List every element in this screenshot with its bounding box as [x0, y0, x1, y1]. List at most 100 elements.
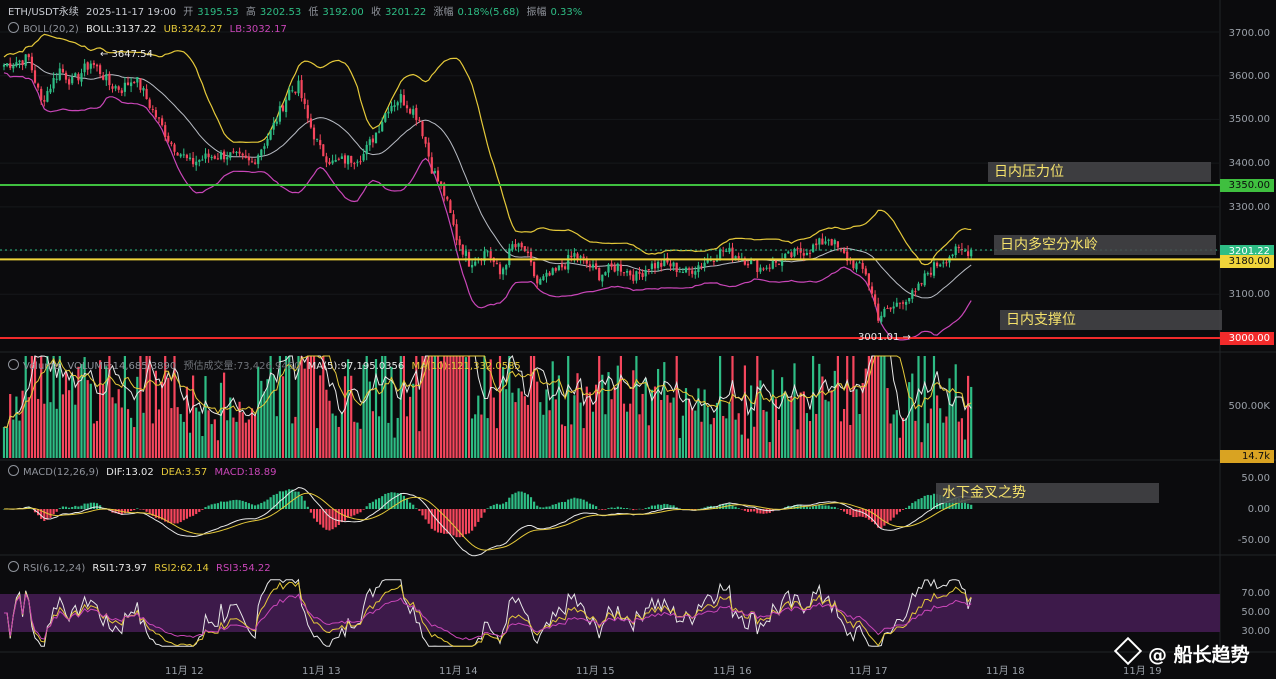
volume-bar [706, 407, 709, 458]
volume-bar [195, 407, 198, 458]
candle-body [787, 251, 790, 254]
volume-bar [2, 426, 6, 458]
macd-histogram-bar [316, 509, 319, 522]
candle-body [418, 119, 421, 121]
volume-bar [929, 408, 932, 458]
candle-body [719, 249, 722, 261]
resistance-note[interactable]: 日内压力位 [988, 162, 1211, 182]
candle-body [86, 62, 89, 70]
candle-body [963, 250, 967, 252]
x-tick: 11月 15 [576, 666, 615, 677]
volume-bar [852, 356, 855, 458]
eye-icon[interactable] [8, 561, 19, 572]
volume-bar [784, 391, 787, 458]
macd-histogram-bar [49, 509, 52, 518]
candle-body [216, 158, 219, 160]
macd-histogram-bar [967, 503, 970, 509]
volume-bar [74, 404, 77, 458]
candle-body [874, 294, 877, 305]
volume-bar [812, 356, 815, 458]
macd-histogram-bar [393, 492, 396, 509]
macd-histogram-bar [111, 509, 114, 513]
volume-bar [576, 373, 579, 458]
candle-body [715, 259, 719, 262]
macd-histogram-bar [443, 509, 446, 534]
macd-note[interactable]: 水下金叉之势 [936, 483, 1159, 503]
macd-histogram-bar [864, 509, 867, 518]
volume-bar [136, 376, 139, 458]
candle-body [83, 63, 86, 73]
volume-bar [247, 419, 250, 458]
macd-label[interactable]: MACD(12,26,9) [23, 467, 99, 478]
macd-histogram-bar [505, 501, 508, 509]
volume-bar [340, 411, 343, 458]
volume-bar [616, 365, 619, 458]
symbol-label[interactable]: ETH/USDT永续 [8, 7, 79, 18]
boll-label[interactable]: BOLL(20,2) [23, 24, 79, 35]
macd-histogram-bar [895, 509, 898, 515]
volume-bar [917, 356, 920, 458]
candle-body [43, 100, 46, 102]
rsi-header[interactable]: RSI(6,12,24) RSI1:73.97 RSI2:62.14 RSI3:… [8, 561, 275, 575]
candle-body [926, 273, 929, 275]
volume-bar [551, 361, 554, 458]
candle-body [663, 259, 666, 267]
macd-histogram-bar [923, 495, 926, 509]
macd-histogram-bar [957, 498, 960, 509]
macd-tick: -50.00 [1237, 535, 1270, 546]
volume-bar [68, 390, 71, 458]
candle-body [188, 157, 192, 160]
pivot-note[interactable]: 日内多空分水岭 [994, 235, 1216, 255]
candle-body [489, 251, 492, 259]
candle-body [2, 64, 6, 67]
eye-icon[interactable] [8, 359, 19, 370]
boll-header[interactable]: BOLL(20,2) BOLL:3137.22 UB:3242.27 LB:30… [8, 22, 291, 36]
eye-icon[interactable] [8, 465, 19, 476]
volume-bar [95, 420, 99, 458]
volume-bar [539, 402, 542, 458]
eye-icon[interactable] [8, 22, 19, 33]
macd-histogram-bar [660, 504, 663, 509]
volume-header[interactable]: Volume VOLUME:14,685.3890 预估成交量:73,426.9… [8, 359, 525, 373]
volume-bar [412, 383, 415, 458]
macd-histogram-bar [61, 506, 64, 509]
candle-body [474, 261, 477, 266]
volume-bar [833, 370, 836, 458]
candle-body [970, 250, 973, 257]
candle-body [207, 153, 210, 158]
volume-bar [443, 356, 446, 458]
candle-body [960, 248, 963, 250]
candle-body [657, 261, 660, 269]
macd-histogram-bar [610, 507, 613, 509]
volume-label[interactable]: Volume [23, 361, 61, 372]
volume-bar [52, 356, 55, 458]
volume-bar [167, 377, 170, 458]
candle-body [232, 151, 235, 153]
macd-header[interactable]: MACD(12,26,9) DIF:13.02 DEA:3.57 MACD:18… [8, 465, 280, 479]
candle-body [861, 262, 864, 269]
macd-histogram-bar [877, 509, 880, 528]
macd-histogram-bar [812, 506, 815, 509]
volume-bar [120, 407, 123, 458]
rsi-label[interactable]: RSI(6,12,24) [23, 563, 86, 574]
candle-body [12, 65, 15, 69]
support-price-tag: 3000.00 [1220, 332, 1274, 345]
candle-body [743, 258, 746, 265]
candle-body [557, 265, 560, 271]
macd-histogram-bar [536, 505, 539, 509]
candle-body [27, 54, 30, 58]
candle-body [108, 73, 111, 86]
volume-bar [64, 371, 68, 458]
volume-bar [80, 364, 83, 458]
volume-bar [303, 368, 306, 458]
volume-bar [830, 390, 833, 458]
support-note[interactable]: 日内支撑位 [1000, 310, 1222, 330]
candle-body [706, 259, 709, 263]
volume-bar [849, 424, 852, 458]
macd-histogram-bar [229, 500, 232, 509]
volume-bar [9, 394, 12, 458]
volume-bar [117, 389, 120, 458]
candle-body [815, 243, 818, 246]
